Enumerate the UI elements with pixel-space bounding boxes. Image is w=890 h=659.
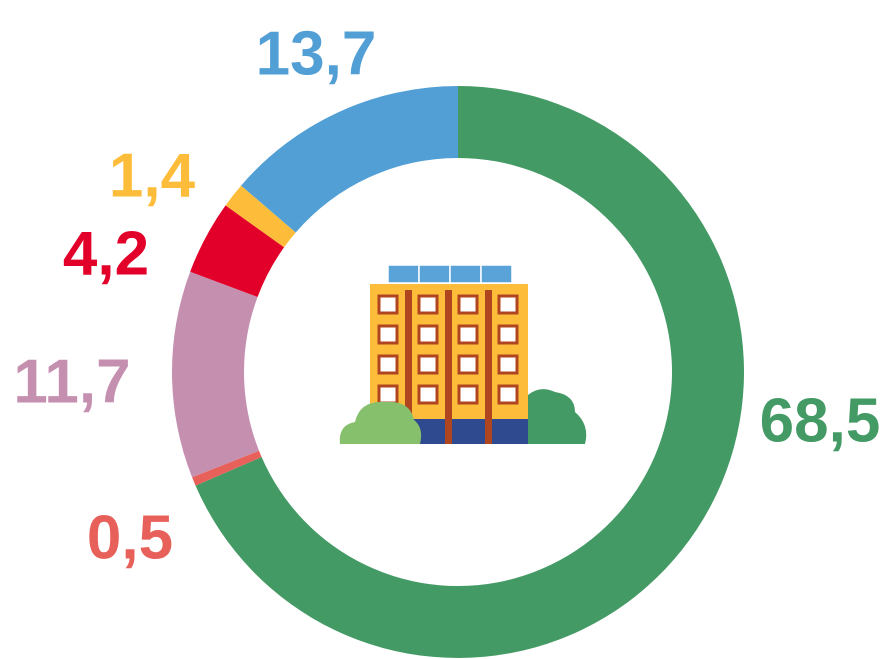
value-label: 13,7 <box>256 19 377 88</box>
value-label: 0,5 <box>87 503 173 572</box>
donut-segment <box>241 86 458 233</box>
donut-segment <box>172 271 260 478</box>
value-label: 11,7 <box>13 347 130 416</box>
building-icon <box>339 264 587 444</box>
value-label: 1,4 <box>109 141 196 210</box>
donut-segment <box>192 450 262 486</box>
donut-segment <box>225 185 296 248</box>
donut-segment <box>190 205 285 297</box>
value-label: 68,5 <box>760 386 881 455</box>
value-label: 4,2 <box>63 219 149 288</box>
